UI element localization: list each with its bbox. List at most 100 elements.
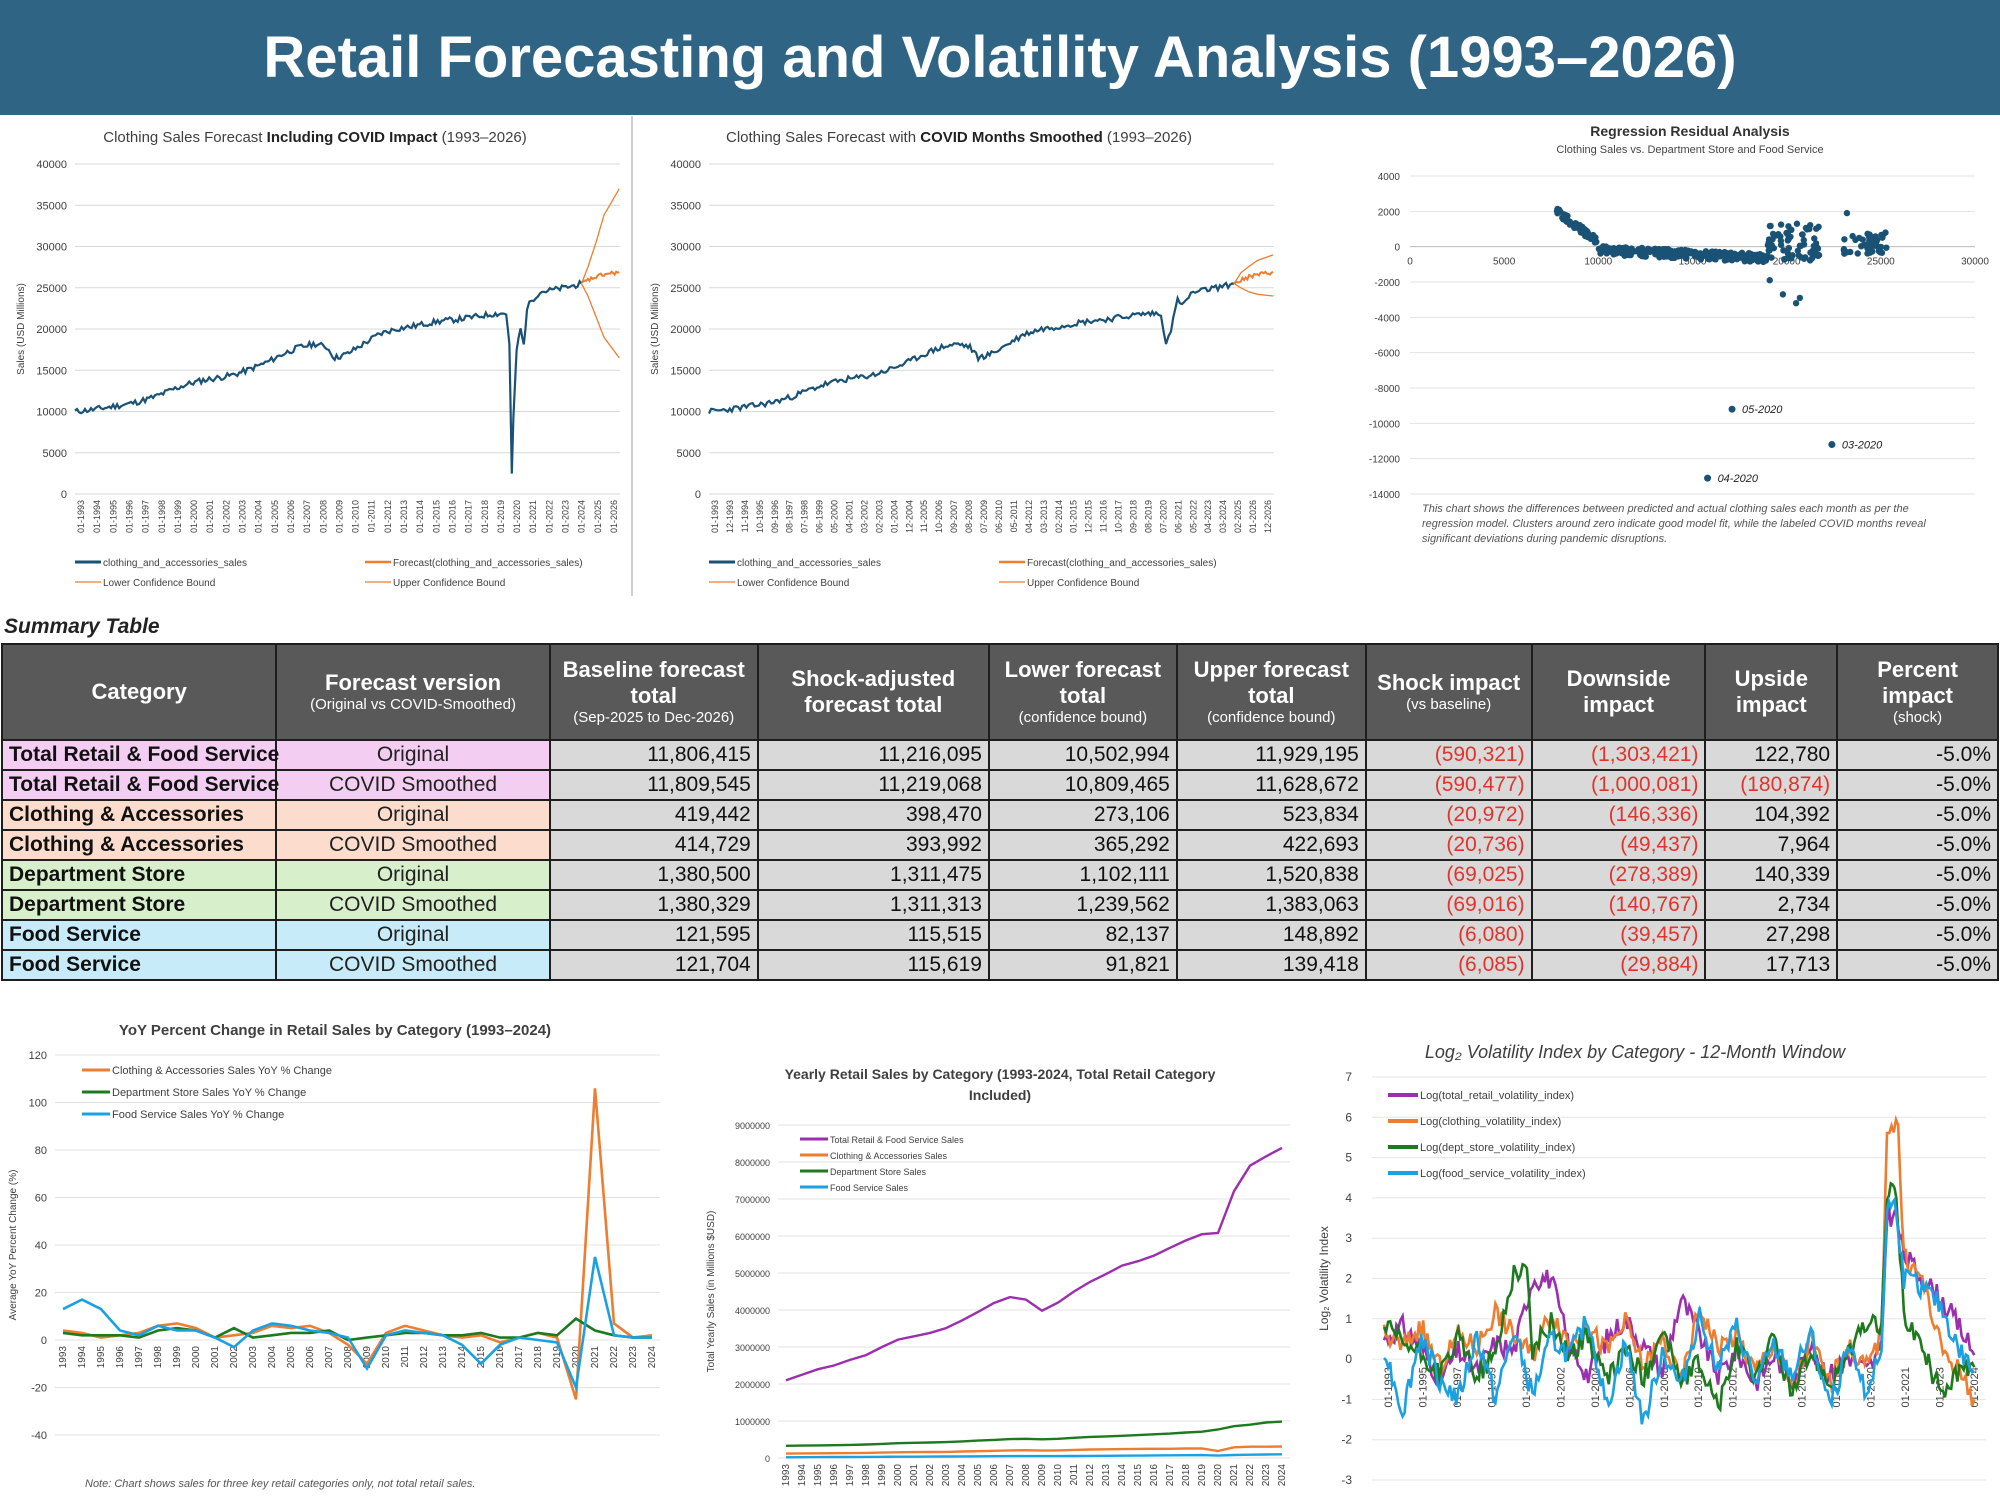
forecast-covid-chart: Clothing Sales Forecast Including COVID … xyxy=(0,116,630,596)
residual-point xyxy=(1613,250,1620,257)
category-cell: Department Store xyxy=(0,889,278,921)
residual-point xyxy=(1785,244,1793,252)
x-tick-label: 2009 xyxy=(362,1346,373,1369)
table-row: Food Service Original 121,595 115,515 82,137… xyxy=(0,919,1999,951)
x-tick-label: 01-2015 xyxy=(1069,500,1079,533)
legend-label: Clothing & Accessories Sales xyxy=(830,1151,948,1161)
value-cell: (1,303,421) xyxy=(1530,739,1707,771)
residual-point xyxy=(1705,253,1712,261)
volatility-chart: Log₂ Volatility Index by Category - 12-M… xyxy=(1310,1030,2000,1500)
x-tick-label: 2011 xyxy=(400,1346,411,1368)
x-tick-label: 01-2016 xyxy=(447,500,457,533)
x-tick-label: 2023 xyxy=(628,1346,639,1369)
x-tick-label: 2012 xyxy=(1085,1464,1096,1487)
x-tick-label: 02-2014 xyxy=(1054,500,1064,533)
x-tick-label: 2000 xyxy=(893,1464,904,1487)
residual-point xyxy=(1772,232,1780,239)
category-cell: Total Retail & Food Service xyxy=(0,739,279,771)
legend-label: Lower Confidence Bound xyxy=(737,578,849,589)
page-banner: Retail Forecasting and Volatility Analys… xyxy=(0,0,2000,115)
x-tick-label: 1994 xyxy=(77,1346,88,1369)
y-axis-label: Sales (USD Millions) xyxy=(16,283,27,375)
column-header: Downside impact xyxy=(1530,643,1707,741)
x-tick-label: 01-2008 xyxy=(318,500,328,533)
x-tick-label: 01-2014 xyxy=(1762,1367,1774,1407)
x-tick-label: 01-2005 xyxy=(270,500,280,533)
version-cell: Original xyxy=(275,739,551,771)
x-tick-label: 20000 xyxy=(1773,257,1801,268)
x-tick-label: 01-2011 xyxy=(367,500,377,532)
x-tick-label: 2017 xyxy=(514,1346,525,1369)
residual-point xyxy=(1859,236,1866,243)
summary-table-label: Summary Table xyxy=(4,615,160,638)
panel-divider xyxy=(631,116,633,596)
value-cell: 1,520,838 xyxy=(1175,859,1367,891)
value-cell: (39,457) xyxy=(1530,919,1707,951)
residual-point xyxy=(1879,234,1886,241)
x-tick-label: 01-1993 xyxy=(1383,1367,1395,1407)
residual-point xyxy=(1796,294,1804,302)
value-cell: 11,216,095 xyxy=(756,739,990,771)
x-tick-label: 2010 xyxy=(381,1346,392,1369)
y-tick-label: 120 xyxy=(29,1050,47,1062)
value-cell: 2,734 xyxy=(1704,889,1839,921)
residual-point xyxy=(1584,233,1591,240)
y-tick-label: 1000000 xyxy=(735,1417,770,1427)
table-row: Department Store COVID Smoothed 1,380,329 1… xyxy=(0,889,1999,921)
y-tick-label: -20 xyxy=(31,1383,47,1395)
value-cell: 17,713 xyxy=(1704,949,1839,981)
version-cell: Original xyxy=(275,799,551,831)
series-line xyxy=(785,1420,1283,1447)
series-line xyxy=(62,1256,652,1393)
x-tick-label: 04-2023 xyxy=(1203,500,1213,533)
x-tick-label: 01-2020 xyxy=(1866,1367,1878,1407)
y-tick-label: 5000 xyxy=(677,448,701,460)
residual-point xyxy=(1813,244,1821,251)
x-tick-label: 01-1999 xyxy=(173,500,183,533)
value-cell: 11,628,672 xyxy=(1175,769,1367,801)
x-tick-label: 2001 xyxy=(210,1346,221,1369)
column-header-label: Upside impact xyxy=(1734,665,1808,717)
residual-point xyxy=(1841,250,1848,257)
residual-point xyxy=(1785,235,1792,243)
y-tick-label: 35000 xyxy=(670,200,701,212)
covid-residual-point xyxy=(1828,441,1836,449)
column-header-label: Percent impact xyxy=(1877,656,1958,708)
residual-point xyxy=(1677,252,1684,259)
x-tick-label: 2012 xyxy=(419,1346,430,1369)
value-cell: 273,106 xyxy=(987,799,1178,831)
y-tick-label: 0 xyxy=(1394,243,1400,254)
value-cell: 148,892 xyxy=(1175,919,1367,951)
x-tick-label: 11-2005 xyxy=(919,500,929,532)
x-tick-label: 2015 xyxy=(1133,1464,1144,1487)
residual-point xyxy=(1768,254,1775,261)
table-row: Total Retail & Food Service Original 11,80… xyxy=(0,739,1999,771)
table-header-row: Category Forecast version (Original vs COV… xyxy=(0,643,1999,741)
version-cell: COVID Smoothed xyxy=(275,829,551,861)
value-cell: (590,321) xyxy=(1364,739,1533,771)
version-cell: Original xyxy=(275,859,551,891)
category-cell: Clothing & Accessories xyxy=(0,829,278,861)
x-tick-label: 2004 xyxy=(267,1346,278,1369)
y-tick-label: 1 xyxy=(1345,1312,1352,1326)
x-tick-label: 5000 xyxy=(1493,257,1516,268)
x-tick-label: 2020 xyxy=(1213,1464,1224,1487)
residual-point xyxy=(1770,244,1778,252)
point-label: 04-2020 xyxy=(1718,473,1759,485)
value-cell: -5.0% xyxy=(1836,889,1999,921)
residual-point xyxy=(1806,257,1814,264)
y-tick-label: 4000 xyxy=(1378,172,1401,183)
x-tick-label: 2017 xyxy=(1165,1464,1176,1487)
legend-label: Forecast(clothing_and_accessories_sales) xyxy=(1027,558,1217,569)
x-tick-label: 1997 xyxy=(134,1346,145,1369)
value-cell: 115,515 xyxy=(756,919,990,951)
x-tick-label: 01-2012 xyxy=(1728,1367,1740,1407)
residual-point xyxy=(1783,229,1790,237)
y-tick-label: 2 xyxy=(1345,1272,1352,1286)
y-tick-label: -1 xyxy=(1341,1392,1352,1406)
residual-point xyxy=(1749,256,1756,264)
x-tick-label: 12-1993 xyxy=(725,500,735,533)
value-cell: 10,502,994 xyxy=(987,739,1178,771)
value-cell: (69,016) xyxy=(1364,889,1533,921)
x-tick-label: 09-2018 xyxy=(1128,500,1138,533)
